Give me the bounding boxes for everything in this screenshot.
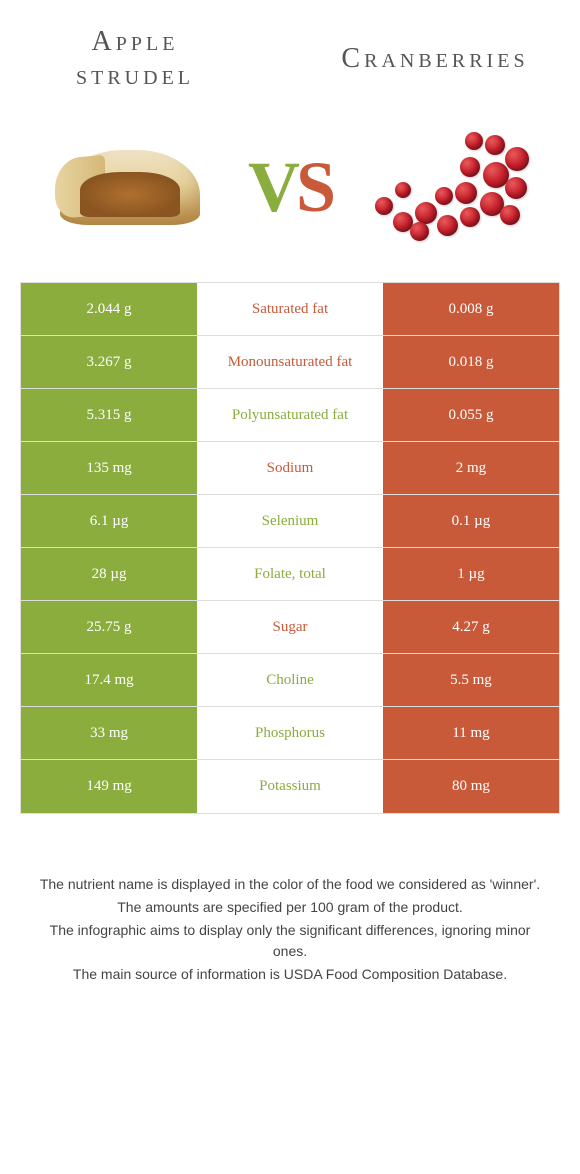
left-value-cell: 3.267 g — [21, 336, 197, 388]
nutrient-label-cell: Sugar — [197, 601, 383, 653]
vs-label: VS — [248, 146, 332, 229]
table-row: 2.044 gSaturated fat0.008 g — [21, 283, 559, 336]
infographic-container: Apple strudel Cranberries VS 2.044 gSatu… — [0, 0, 580, 1012]
cranberry-icon — [505, 147, 529, 171]
cranberry-icon — [500, 205, 520, 225]
left-value-cell: 33 mg — [21, 707, 197, 759]
nutrient-label-cell: Polyunsaturated fat — [197, 389, 383, 441]
cranberry-icon — [415, 202, 437, 224]
cranberry-icon — [455, 182, 477, 204]
left-value-cell: 25.75 g — [21, 601, 197, 653]
left-value-cell: 135 mg — [21, 442, 197, 494]
right-food-title: Cranberries — [325, 42, 545, 76]
table-row: 6.1 µgSelenium0.1 µg — [21, 495, 559, 548]
right-value-cell: 0.008 g — [383, 283, 559, 335]
header-row: Apple strudel Cranberries — [15, 25, 565, 92]
vs-v: V — [248, 147, 296, 227]
right-value-cell: 5.5 mg — [383, 654, 559, 706]
table-row: 3.267 gMonounsaturated fat0.018 g — [21, 336, 559, 389]
cranberry-icon — [460, 207, 480, 227]
left-value-cell: 28 µg — [21, 548, 197, 600]
left-value-cell: 2.044 g — [21, 283, 197, 335]
left-value-cell: 5.315 g — [21, 389, 197, 441]
table-row: 135 mgSodium2 mg — [21, 442, 559, 495]
table-row: 33 mgPhosphorus11 mg — [21, 707, 559, 760]
nutrient-label-cell: Choline — [197, 654, 383, 706]
right-value-cell: 1 µg — [383, 548, 559, 600]
footer-line-4: The main source of information is USDA F… — [35, 964, 545, 985]
right-value-cell: 4.27 g — [383, 601, 559, 653]
footer-notes: The nutrient name is displayed in the co… — [15, 874, 565, 985]
nutrient-label-cell: Saturated fat — [197, 283, 383, 335]
table-row: 17.4 mgCholine5.5 mg — [21, 654, 559, 707]
footer-line-2: The amounts are specified per 100 gram o… — [35, 897, 545, 918]
cranberry-icon — [435, 187, 453, 205]
cranberry-icon — [375, 197, 393, 215]
footer-line-1: The nutrient name is displayed in the co… — [35, 874, 545, 895]
table-row: 149 mgPotassium80 mg — [21, 760, 559, 813]
apple-strudel-image — [45, 122, 215, 252]
images-row: VS — [15, 122, 565, 252]
left-value-cell: 17.4 mg — [21, 654, 197, 706]
right-value-cell: 2 mg — [383, 442, 559, 494]
nutrient-label-cell: Monounsaturated fat — [197, 336, 383, 388]
cranberry-icon — [505, 177, 527, 199]
table-row: 28 µgFolate, total1 µg — [21, 548, 559, 601]
right-value-cell: 0.1 µg — [383, 495, 559, 547]
nutrient-label-cell: Selenium — [197, 495, 383, 547]
right-value-cell: 0.055 g — [383, 389, 559, 441]
right-value-cell: 11 mg — [383, 707, 559, 759]
right-value-cell: 0.018 g — [383, 336, 559, 388]
right-value-cell: 80 mg — [383, 760, 559, 813]
nutrient-label-cell: Potassium — [197, 760, 383, 813]
nutrient-label-cell: Sodium — [197, 442, 383, 494]
left-value-cell: 6.1 µg — [21, 495, 197, 547]
nutrient-label-cell: Phosphorus — [197, 707, 383, 759]
table-row: 5.315 gPolyunsaturated fat0.055 g — [21, 389, 559, 442]
footer-line-3: The infographic aims to display only the… — [35, 920, 545, 962]
cranberries-image — [365, 122, 535, 252]
left-value-cell: 149 mg — [21, 760, 197, 813]
vs-s: S — [296, 147, 332, 227]
cranberry-icon — [485, 135, 505, 155]
cranberry-icon — [465, 132, 483, 150]
cranberry-icon — [460, 157, 480, 177]
cranberry-icon — [395, 182, 411, 198]
nutrition-table: 2.044 gSaturated fat0.008 g3.267 gMonoun… — [20, 282, 560, 814]
cranberry-icon — [437, 215, 458, 236]
cranberry-icon — [410, 222, 429, 241]
nutrient-label-cell: Folate, total — [197, 548, 383, 600]
left-food-title: Apple strudel — [35, 25, 235, 92]
table-row: 25.75 gSugar4.27 g — [21, 601, 559, 654]
